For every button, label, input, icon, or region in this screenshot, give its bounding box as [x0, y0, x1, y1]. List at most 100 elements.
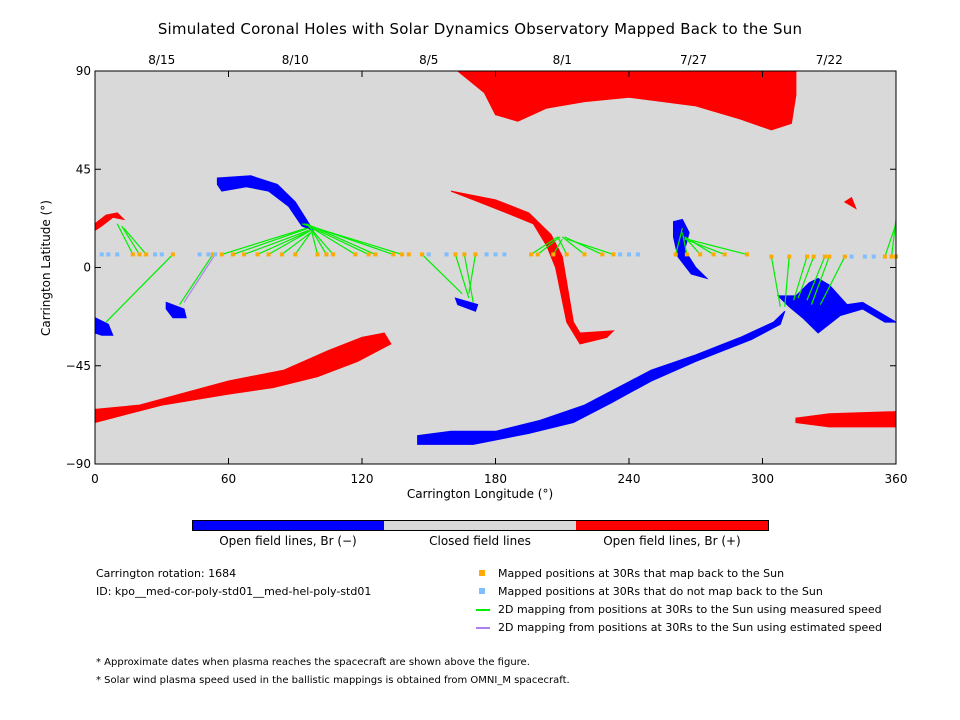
mapped-point-0-39 — [787, 254, 792, 259]
mapped-point-0-17 — [373, 252, 378, 257]
mapped-point-0-26 — [535, 252, 540, 257]
colorbar-segment-0 — [192, 520, 385, 531]
mapped-point-0-0 — [130, 252, 135, 257]
mapping-line-2-45 — [890, 219, 896, 257]
mapping-line-2-27 — [557, 236, 568, 255]
coronal-hole-negative-11 — [165, 301, 187, 319]
mapped-point-1-16 — [849, 254, 854, 259]
mapped-point-1-9 — [444, 252, 449, 257]
mapped-point-0-10 — [279, 252, 284, 257]
mapped-point-0-43 — [827, 254, 832, 259]
mapped-point-0-6 — [230, 252, 235, 257]
mapping-line-2-22 — [463, 254, 474, 303]
mapped-point-0-7 — [242, 252, 247, 257]
y-tick-label-4: 90 — [76, 64, 91, 78]
mapping-line-2-6 — [232, 227, 309, 255]
mapped-point-1-7 — [213, 252, 218, 257]
mapped-point-1-3 — [153, 252, 158, 257]
mapped-point-0-35 — [711, 252, 716, 257]
x-tick-label-2: 120 — [351, 472, 374, 486]
x-tick-label-4: 240 — [618, 472, 641, 486]
mapped-point-1-5 — [197, 252, 202, 257]
mapped-point-0-40 — [805, 254, 809, 259]
mapped-point-1-17 — [862, 254, 867, 259]
mapped-point-0-27 — [551, 252, 556, 257]
mapped-point-0-19 — [400, 252, 405, 257]
mapped-point-0-37 — [744, 252, 749, 257]
colorbar-segment-1 — [384, 520, 576, 531]
mapped-point-0-23 — [462, 252, 467, 257]
coronal-hole-positive-0 — [456, 71, 797, 131]
legend-label-0: Mapped positions at 30Rs that map back t… — [498, 567, 785, 580]
mapped-point-0-29 — [582, 252, 587, 257]
legend-label-3: 2D mapping from positions at 30Rs to the… — [498, 621, 883, 634]
mapped-point-1-11 — [493, 252, 498, 257]
carrington-rotation: Carrington rotation: 1684 — [96, 567, 237, 580]
legend-swatch-1 — [479, 588, 485, 594]
mapped-point-1-13 — [618, 252, 623, 257]
x-axis-label: Carrington Longitude (°) — [406, 487, 554, 501]
coronal-hole-negative-9 — [673, 218, 709, 280]
mapping-line-2-3 — [105, 253, 174, 323]
mapping-line-2-21 — [454, 254, 470, 299]
mapping-line-2-40 — [797, 256, 815, 299]
mapping-line-2-0 — [116, 223, 134, 255]
coronal-hole-positive-1 — [95, 332, 392, 424]
colorbar-label-0: Open field lines, Br (−) — [219, 534, 357, 548]
date-label-2: 8/5 — [419, 53, 438, 67]
plot-background — [95, 71, 896, 464]
mapped-point-0-31 — [611, 252, 616, 257]
mapping-line-2-12 — [310, 228, 319, 255]
x-tick-label-1: 60 — [221, 472, 236, 486]
mapped-point-0-45 — [882, 254, 887, 259]
mapping-line-3-0 — [183, 254, 216, 303]
coronal-hole-positive-2 — [450, 190, 615, 345]
mapped-point-1-18 — [871, 254, 876, 259]
mapped-point-0-1 — [137, 252, 142, 257]
mapped-point-0-44 — [842, 254, 847, 259]
chart-title: Simulated Coronal Holes with Solar Dynam… — [157, 20, 803, 38]
mapping-line-2-19 — [301, 223, 403, 255]
mapping-line-2-42 — [810, 256, 830, 305]
mapped-point-0-46 — [889, 254, 894, 259]
mapping-line-2-35 — [684, 238, 725, 255]
mapped-point-1-6 — [206, 252, 211, 257]
mapped-point-0-14 — [331, 252, 336, 257]
coronal-hole-negative-6 — [417, 310, 786, 445]
mapping-line-2-14 — [308, 225, 334, 255]
mapped-point-1-0 — [99, 252, 104, 257]
mapping-line-2-16 — [308, 225, 369, 255]
y-axis-label: Carrington Latitude (°) — [39, 200, 53, 336]
mapped-point-0-15 — [353, 252, 358, 257]
mapping-line-2-31 — [675, 228, 683, 255]
mapped-point-0-2 — [144, 252, 149, 257]
date-label-4: 7/27 — [680, 53, 707, 67]
colorbar-segment-2 — [576, 520, 769, 531]
mapped-point-0-4 — [210, 252, 215, 257]
date-label-0: 8/15 — [148, 53, 175, 67]
mapped-point-0-34 — [698, 252, 703, 257]
mapped-point-0-22 — [453, 252, 458, 257]
x-tick-label-3: 180 — [484, 472, 507, 486]
mapped-point-1-14 — [627, 252, 631, 257]
mapping-line-2-9 — [268, 229, 312, 255]
coronal-hole-positive-5 — [795, 411, 896, 428]
mapping-line-2-15 — [308, 225, 356, 255]
coronal-hole-negative-12 — [454, 297, 479, 312]
mapped-point-0-21 — [420, 252, 425, 257]
y-tick-label-2: 0 — [83, 261, 91, 275]
coronal-hole-negative-7 — [216, 175, 315, 232]
footnote-dates: * Approximate dates when plasma reaches … — [96, 657, 530, 668]
mapped-point-0-12 — [315, 252, 320, 257]
mapping-line-2-24 — [530, 236, 559, 255]
legend-swatch-0 — [479, 570, 485, 576]
mapped-point-1-4 — [159, 252, 164, 257]
mapped-point-0-20 — [406, 252, 411, 257]
mapped-point-1-8 — [426, 252, 431, 257]
y-tick-label-0: −90 — [66, 457, 91, 471]
mapped-point-0-3 — [170, 252, 175, 257]
mapped-point-1-15 — [635, 252, 640, 257]
mapping-line-2-37 — [770, 256, 781, 307]
date-label-1: 8/10 — [282, 53, 309, 67]
